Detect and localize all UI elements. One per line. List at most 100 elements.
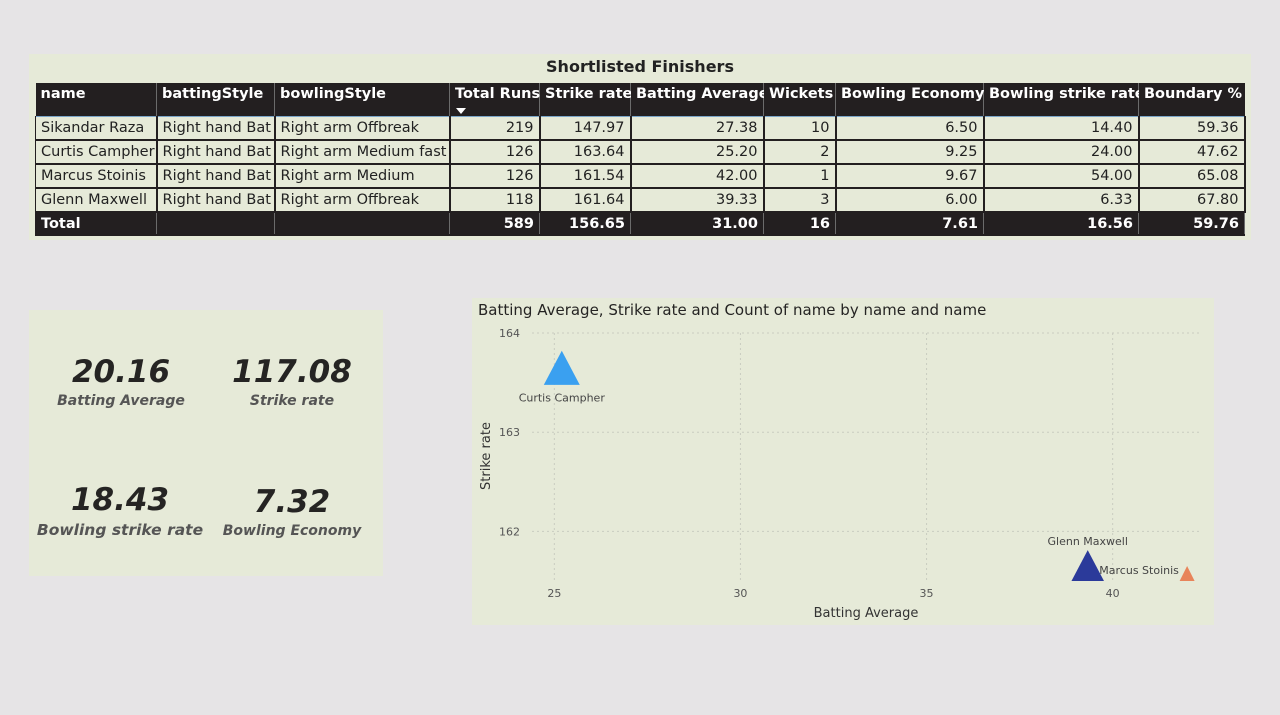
cell-boundary-pct: 47.62 bbox=[1138, 140, 1246, 165]
cell-name: Curtis Campher bbox=[35, 140, 158, 165]
cell-strike-rate: 147.97 bbox=[539, 115, 632, 141]
total-wickets: 16 bbox=[763, 212, 836, 236]
y-tick-label: 164 bbox=[499, 327, 520, 340]
cell-wickets: 3 bbox=[763, 188, 837, 213]
total-bowling-style bbox=[274, 212, 450, 236]
kpi-bowling-strike-rate-value: 18.43 bbox=[70, 482, 170, 518]
cell-boundary-pct: 59.36 bbox=[1138, 115, 1246, 141]
cell-bowling-strike-rate: 6.33 bbox=[983, 188, 1140, 213]
point-label: Marcus Stoinis bbox=[1099, 564, 1179, 577]
y-axis-title: Strike rate bbox=[479, 422, 494, 490]
cell-bowling-style: Right arm Medium bbox=[274, 164, 451, 189]
cell-batting-average: 25.20 bbox=[630, 140, 765, 165]
column-header-strike-rate[interactable]: Strike rate bbox=[539, 83, 632, 116]
point-label: Curtis Campher bbox=[519, 392, 606, 405]
cell-strike-rate: 161.54 bbox=[539, 164, 632, 189]
cell-bowling-economy: 9.25 bbox=[835, 140, 985, 165]
kpi-cards-panel: 20.16 Batting Average 117.08 Strike rate… bbox=[29, 310, 383, 576]
y-tick-label: 162 bbox=[499, 525, 520, 538]
column-header-boundary-pct[interactable]: Boundary % bbox=[1138, 83, 1245, 116]
cell-bowling-strike-rate: 24.00 bbox=[983, 140, 1140, 165]
column-header-total-runs[interactable]: Total Runs bbox=[449, 83, 541, 116]
scatter-point[interactable]: Glenn Maxwell bbox=[1048, 535, 1128, 582]
triangle-marker[interactable] bbox=[543, 350, 580, 385]
column-header-batting-average[interactable]: Batting Average bbox=[630, 83, 769, 116]
cell-batting-average: 27.38 bbox=[630, 115, 765, 141]
scatter-chart-svg: Batting Average, Strike rate and Count o… bbox=[478, 301, 1202, 621]
gridlines bbox=[532, 332, 1202, 581]
column-header-name[interactable]: name bbox=[35, 83, 157, 116]
kpi-bowling-strike-rate[interactable]: 18.43 Bowling strike rate bbox=[35, 482, 205, 539]
y-tick-label: 163 bbox=[499, 426, 520, 439]
column-header-batting-style[interactable]: battingStyle bbox=[156, 83, 275, 116]
total-strike-rate: 156.65 bbox=[539, 212, 631, 236]
cell-bowling-economy: 9.67 bbox=[835, 164, 985, 189]
kpi-batting-average[interactable]: 20.16 Batting Average bbox=[36, 354, 206, 409]
kpi-bowling-strike-rate-label: Bowling strike rate bbox=[36, 521, 204, 539]
cell-batting-style: Right hand Bat bbox=[156, 188, 276, 213]
cell-batting-style: Right hand Bat bbox=[156, 115, 276, 141]
cell-total-runs: 118 bbox=[449, 188, 541, 213]
kpi-bowling-economy-value: 7.32 bbox=[253, 484, 331, 520]
cell-bowling-strike-rate: 14.40 bbox=[983, 115, 1140, 141]
column-header-bowling-strike-rate[interactable]: Bowling strike rate bbox=[983, 83, 1145, 116]
cell-total-runs: 126 bbox=[449, 140, 541, 165]
cell-bowling-style: Right arm Medium fast bbox=[274, 140, 451, 165]
cell-strike-rate: 161.64 bbox=[539, 188, 632, 213]
cell-wickets: 10 bbox=[763, 115, 837, 141]
scatter-chart-visual[interactable]: Batting Average, Strike rate and Count o… bbox=[472, 298, 1214, 625]
chart-title: Batting Average, Strike rate and Count o… bbox=[478, 301, 986, 319]
cell-name: Glenn Maxwell bbox=[35, 188, 158, 213]
x-tick-label: 40 bbox=[1106, 587, 1120, 600]
table-title: Shortlisted Finishers bbox=[546, 57, 734, 76]
cell-total-runs: 126 bbox=[449, 164, 541, 189]
x-tick-label: 25 bbox=[547, 587, 561, 600]
column-header-bowling-economy[interactable]: Bowling Economy bbox=[835, 83, 984, 116]
cell-batting-average: 42.00 bbox=[630, 164, 765, 189]
cell-strike-rate: 163.64 bbox=[539, 140, 632, 165]
total-total-runs: 589 bbox=[449, 212, 540, 236]
point-label: Glenn Maxwell bbox=[1048, 535, 1128, 548]
x-tick-label: 35 bbox=[920, 587, 934, 600]
table-row[interactable]: Marcus Stoinis Right hand Bat Right arm … bbox=[35, 164, 1246, 189]
cell-total-runs: 219 bbox=[449, 115, 541, 141]
total-boundary-pct: 59.76 bbox=[1138, 212, 1245, 236]
axis-ticks: 25 30 35 40 162 163 164 bbox=[499, 327, 1120, 600]
kpi-strike-rate[interactable]: 117.08 Strike rate bbox=[207, 354, 377, 409]
table-row[interactable]: Glenn Maxwell Right hand Bat Right arm O… bbox=[35, 188, 1246, 213]
total-bowling-strike-rate: 16.56 bbox=[983, 212, 1139, 236]
scatter-point[interactable]: Curtis Campher bbox=[519, 350, 606, 405]
cell-bowling-economy: 6.00 bbox=[835, 188, 985, 213]
total-batting-average: 31.00 bbox=[630, 212, 764, 236]
triangle-marker[interactable] bbox=[1176, 566, 1198, 588]
kpi-strike-rate-value: 117.08 bbox=[232, 354, 352, 390]
cell-batting-style: Right hand Bat bbox=[156, 164, 276, 189]
table-row[interactable]: Curtis Campher Right hand Bat Right arm … bbox=[35, 140, 1246, 165]
kpi-batting-average-label: Batting Average bbox=[57, 393, 185, 409]
column-header-bowling-style[interactable]: bowlingStyle bbox=[274, 83, 450, 116]
shortlisted-finishers-table-visual[interactable]: Shortlisted Finishers name battingStyle … bbox=[29, 54, 1251, 240]
cell-bowling-economy: 6.50 bbox=[835, 115, 985, 141]
cell-batting-style: Right hand Bat bbox=[156, 140, 276, 165]
table-total-row: Total 589 156.65 31.00 16 7.61 16.56 59.… bbox=[35, 212, 1245, 236]
column-header-total-runs-label: Total Runs bbox=[455, 86, 541, 102]
x-axis-title: Batting Average bbox=[814, 606, 919, 621]
kpi-bowling-economy[interactable]: 7.32 Bowling Economy bbox=[207, 484, 377, 539]
total-label: Total bbox=[35, 212, 157, 236]
kpi-batting-average-value: 20.16 bbox=[71, 354, 171, 390]
column-header-wickets[interactable]: Wickets bbox=[763, 83, 836, 116]
kpi-strike-rate-label: Strike rate bbox=[249, 393, 335, 409]
scatter-point[interactable]: Marcus Stoinis bbox=[1099, 564, 1198, 588]
cell-boundary-pct: 67.80 bbox=[1138, 188, 1246, 213]
cell-bowling-style: Right arm Offbreak bbox=[274, 188, 451, 213]
table-row[interactable]: Sikandar Raza Right hand Bat Right arm O… bbox=[35, 115, 1246, 141]
total-batting-style bbox=[156, 212, 275, 236]
triangle-marker[interactable] bbox=[1071, 550, 1105, 582]
kpi-bowling-economy-label: Bowling Economy bbox=[222, 523, 362, 539]
finishers-table[interactable]: name battingStyle bowlingStyle Total Run… bbox=[35, 83, 1246, 236]
total-bowling-economy: 7.61 bbox=[835, 212, 984, 236]
cell-name: Sikandar Raza bbox=[35, 115, 158, 141]
cell-wickets: 2 bbox=[763, 140, 837, 165]
data-points[interactable]: Curtis Campher Glenn Maxwell Marcus Stoini… bbox=[519, 350, 1198, 588]
cell-boundary-pct: 65.08 bbox=[1138, 164, 1246, 189]
